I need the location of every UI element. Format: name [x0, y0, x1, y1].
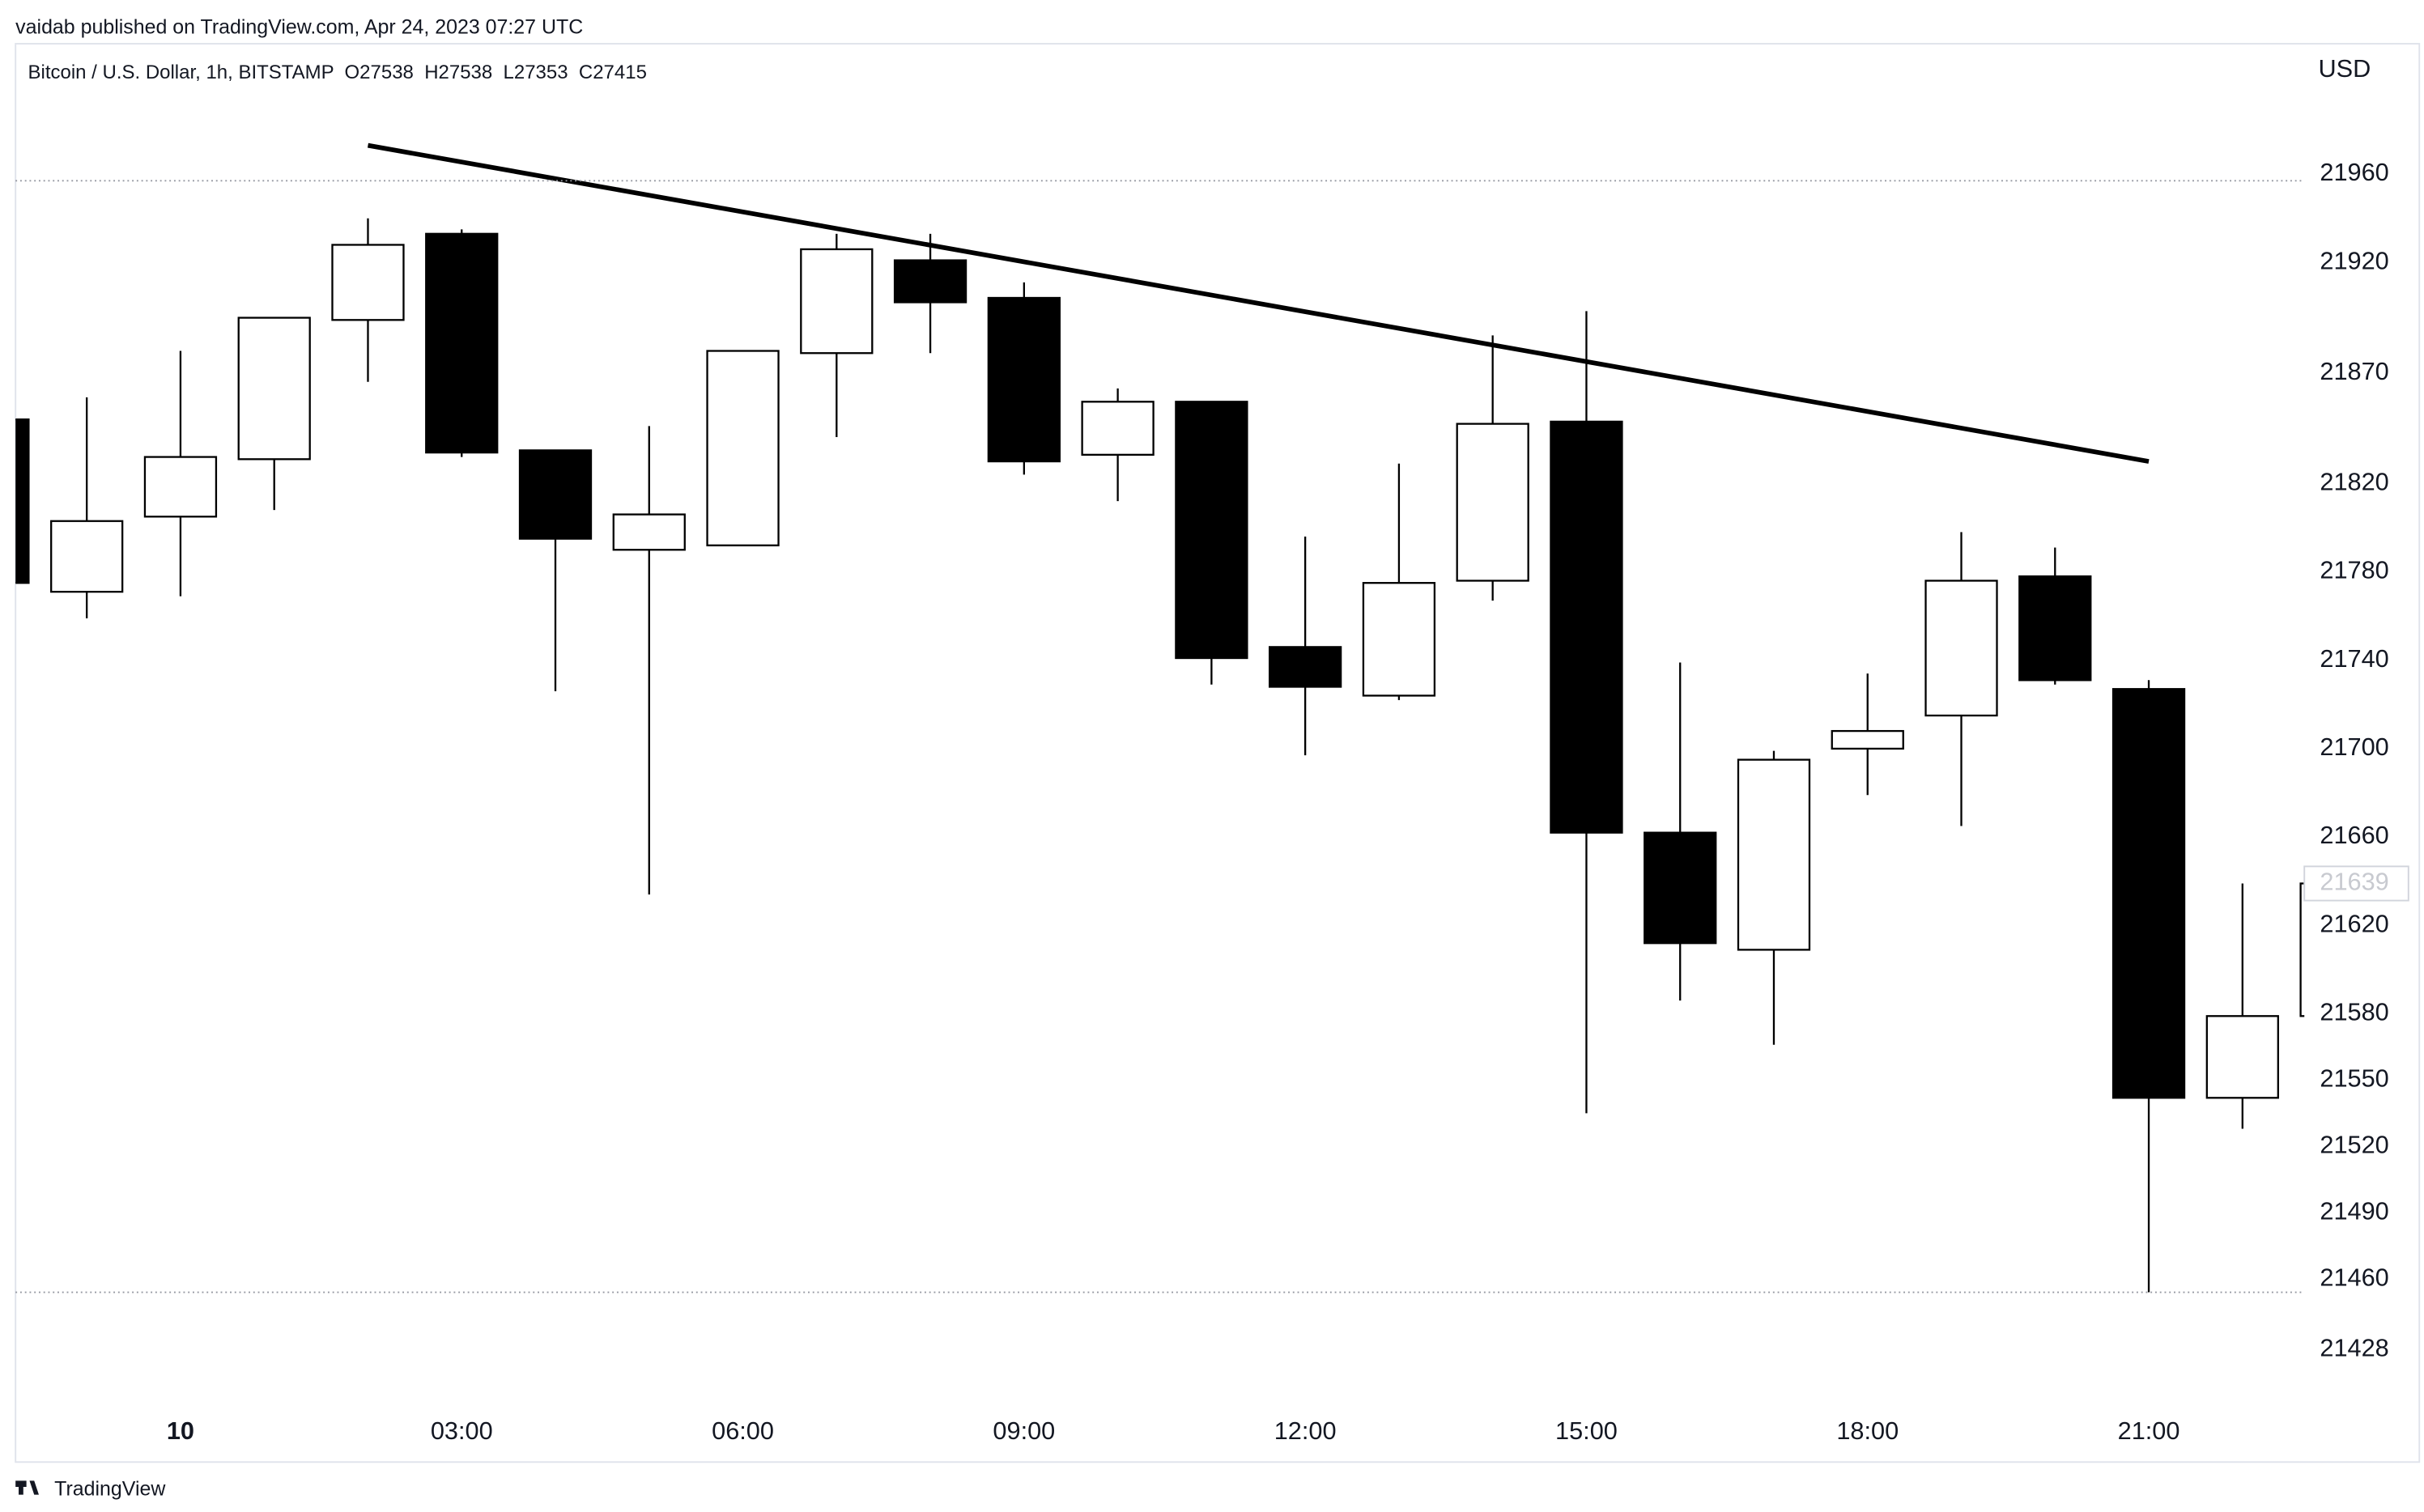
trendline — [367, 142, 2150, 464]
publisher: vaidab published on TradingView.com, Apr… — [15, 15, 583, 38]
x-tick-label: 15:00 — [1555, 1416, 1618, 1445]
last-price-label: 21639 — [2320, 868, 2388, 896]
plot-area — [15, 142, 2305, 1293]
y-tick-label: 21580 — [2320, 998, 2388, 1026]
x-tick-label: 09:00 — [993, 1416, 1055, 1445]
y-tick-label: 21490 — [2320, 1196, 2388, 1225]
candle-body — [1644, 831, 1717, 945]
candle-body — [1081, 401, 1155, 456]
candle-body — [143, 456, 218, 518]
candle-body — [1456, 423, 1529, 582]
currency: USD — [2318, 54, 2371, 83]
y-tick-label: 21660 — [2320, 821, 2388, 849]
y-tick-label: 21960 — [2320, 158, 2388, 186]
candle-body — [50, 520, 124, 593]
y-tick-label: 21820 — [2320, 467, 2388, 495]
candle-body — [518, 449, 593, 540]
y-tick-label: 21520 — [2320, 1130, 2388, 1158]
candle-body — [612, 513, 686, 551]
candle-body — [1269, 646, 1342, 688]
brand: TradingView — [54, 1477, 166, 1500]
y-tick-label: 21920 — [2320, 246, 2388, 274]
candle-body — [893, 259, 967, 304]
candle-body — [237, 316, 311, 461]
y-tick-label: 21460 — [2320, 1263, 2388, 1291]
x-tick-label: 03:00 — [431, 1416, 493, 1445]
candle-body — [1175, 401, 1248, 660]
candle-body — [1550, 420, 1623, 834]
candle-body — [2205, 1015, 2279, 1099]
x-tick-label: 18:00 — [1836, 1416, 1899, 1445]
candle-body — [987, 296, 1061, 463]
candle-body — [15, 418, 30, 584]
candle-body — [706, 350, 780, 546]
x-tick-label: 12:00 — [1274, 1416, 1337, 1445]
candle-body — [1737, 758, 1811, 951]
y-tick-label: 21700 — [2320, 733, 2388, 761]
candle-body — [1362, 582, 1436, 697]
candle-body — [2111, 688, 2186, 1099]
x-tick-label: 21:00 — [2118, 1416, 2180, 1445]
y-tick-label: 21780 — [2320, 556, 2388, 584]
candle-body — [1924, 580, 1998, 717]
candle-body — [2299, 882, 2305, 1017]
y-tick-label: 21428 — [2320, 1334, 2388, 1362]
candle-body — [800, 248, 874, 355]
x-tick-label: 10 — [167, 1416, 194, 1445]
chart-frame — [15, 43, 2421, 1463]
y-tick-label: 21740 — [2320, 644, 2388, 673]
y-tick-label: 21620 — [2320, 909, 2388, 937]
chart-title: Bitcoin / U.S. Dollar, 1h, BITSTAMP O275… — [28, 62, 647, 83]
candle-body — [1831, 729, 1904, 750]
candle-body — [2018, 575, 2092, 682]
y-tick-label: 21870 — [2320, 357, 2388, 385]
candle-body — [425, 232, 499, 454]
brand-logo — [15, 1480, 39, 1495]
x-tick-label: 06:00 — [712, 1416, 774, 1445]
candle-body — [331, 244, 405, 321]
y-tick-label: 21550 — [2320, 1064, 2388, 1093]
last-price-box — [2303, 865, 2409, 902]
